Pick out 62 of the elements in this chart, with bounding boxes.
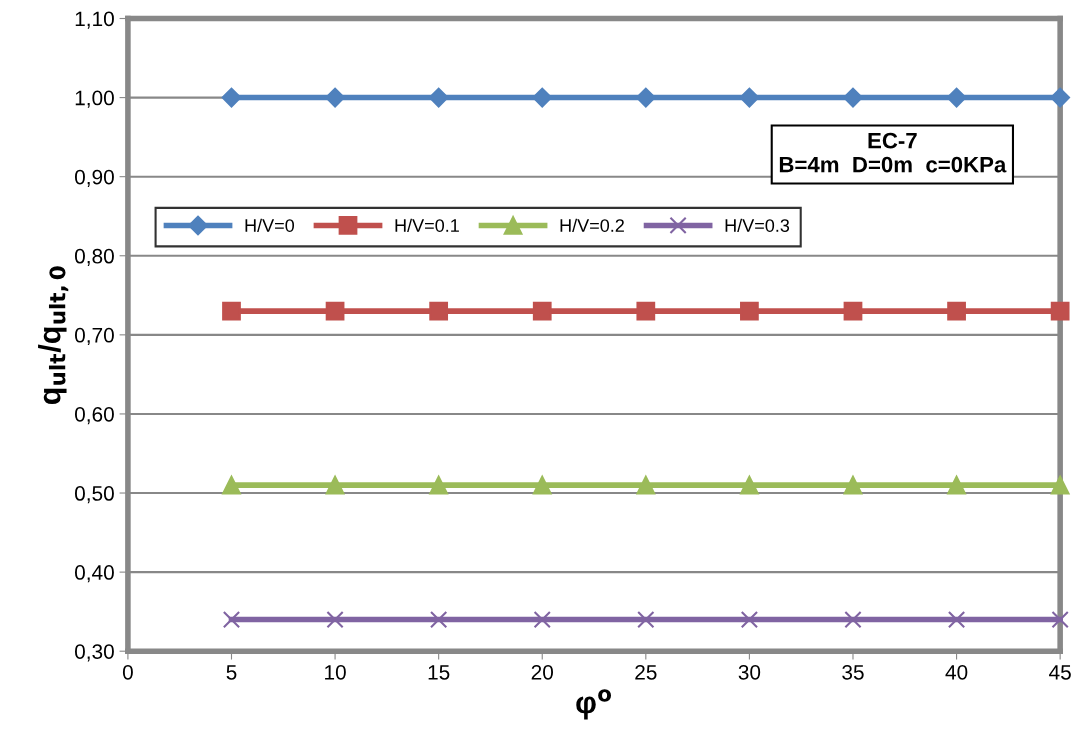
x-tick-label: 0: [122, 664, 133, 680]
point: [843, 301, 863, 321]
point: [532, 87, 553, 108]
point: [843, 475, 863, 495]
y-tick-label: 0,60: [74, 406, 114, 425]
legend-label: H/V=0.1: [395, 218, 459, 232]
point: [843, 87, 863, 108]
point: [739, 87, 760, 108]
point: [532, 301, 552, 321]
point: [947, 301, 966, 321]
annotation: EC-7 B=4m D=0m c=0KPa: [779, 132, 1007, 173]
point: [429, 610, 448, 629]
point: [636, 301, 656, 321]
point: [429, 301, 449, 321]
x-axis-title: φ$^{o}$: [576, 689, 612, 720]
point: [740, 610, 759, 629]
x-tick-label: 15: [428, 665, 450, 680]
point: [1050, 87, 1071, 108]
point: [428, 87, 449, 108]
point: [635, 87, 656, 108]
point: [637, 610, 655, 629]
x-tick-label: 40: [945, 664, 968, 680]
x-tick-label: 10: [325, 664, 346, 680]
point: [1050, 301, 1070, 321]
x-tick-label: 20: [531, 664, 554, 680]
point: [532, 475, 552, 495]
y-axis-title: q$_{ult}$/q$_{ult,0}$: [38, 266, 69, 405]
y-tick-label: 0,90: [74, 169, 114, 187]
point: [325, 301, 345, 321]
x-tick-label: 35: [842, 664, 864, 680]
y-tick-label: 0,80: [74, 248, 114, 266]
point: [947, 475, 966, 495]
point: [222, 610, 241, 629]
y-tick-label: 0,40: [74, 565, 114, 583]
point: [533, 610, 551, 629]
point: [429, 475, 449, 495]
point: [946, 87, 967, 108]
legend-label: H/V=0.3: [725, 218, 790, 232]
y-tick-label: 1,10: [75, 11, 114, 29]
x-tick-label: 25: [635, 664, 657, 680]
point: [325, 475, 345, 495]
legend-label: H/V=0: [245, 218, 295, 232]
y-tick-label: 1,00: [75, 90, 114, 108]
x-tick-label: 30: [738, 664, 761, 680]
point: [222, 301, 241, 321]
y-tick-label: 0,30: [74, 644, 114, 662]
point: [844, 610, 862, 629]
point: [740, 475, 759, 495]
point: [325, 87, 345, 108]
x-tick-label: 5: [226, 665, 237, 680]
x-tick-label: 45: [1049, 665, 1071, 680]
point: [1050, 475, 1070, 495]
point: [326, 610, 344, 629]
point: [740, 301, 759, 321]
point: [636, 475, 656, 495]
point: [222, 475, 241, 495]
point: [221, 87, 242, 108]
point: [947, 610, 966, 629]
y-tick-label: 0,70: [74, 327, 114, 346]
y-tick-label: 0,50: [74, 486, 114, 504]
legend-label: H/V=0.2: [560, 218, 624, 232]
point: [1051, 610, 1069, 629]
